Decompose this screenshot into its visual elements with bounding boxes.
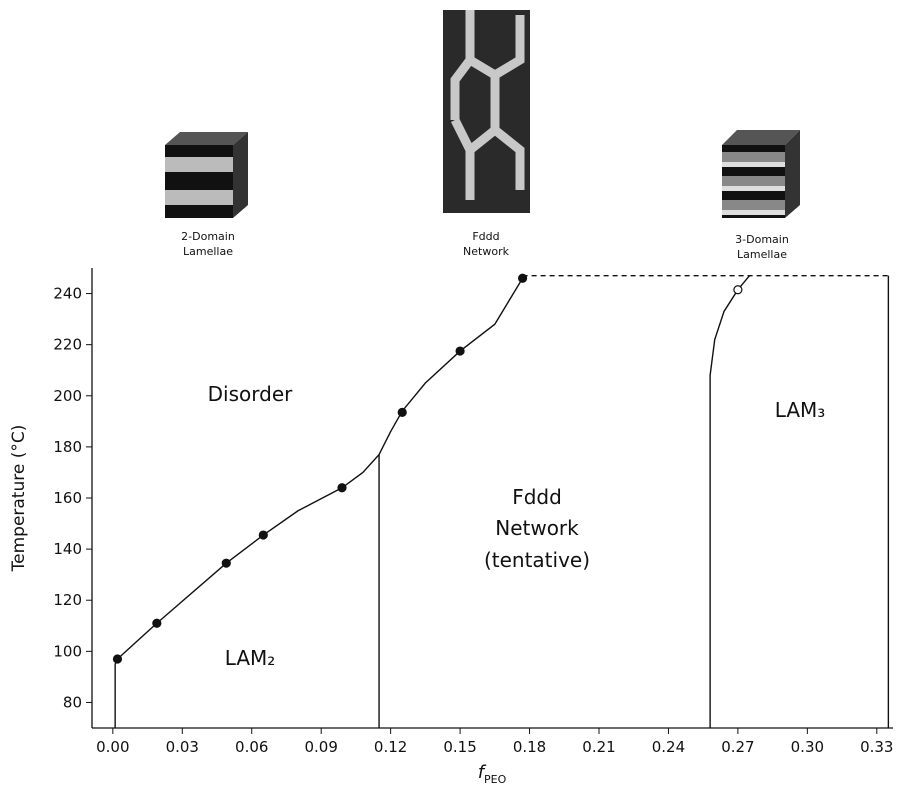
illustration-caption: Lamellae: [737, 248, 787, 261]
x-tick-label: 0.30: [791, 738, 824, 756]
data-point: [153, 619, 161, 627]
illustration-caption: 3-Domain: [735, 233, 789, 246]
y-axis-title: Temperature (°C): [9, 425, 29, 573]
x-tick-label: 0.21: [582, 738, 615, 756]
region-label: (tentative): [484, 548, 590, 572]
data-point: [222, 559, 230, 567]
x-tick-label: 0.27: [721, 738, 754, 756]
chart: Temperature (°C) fPEO 80 100 120 140 160 180 2…: [0, 0, 904, 796]
region-label: Network: [495, 516, 579, 540]
illustration-caption: Lamellae: [183, 245, 233, 258]
y-tick-label: 220: [53, 336, 82, 354]
x-tick-label: 0.12: [374, 738, 407, 756]
lamellae-2-icon: [165, 132, 248, 218]
data-point: [259, 531, 267, 539]
lamellae-3-icon: [722, 130, 800, 218]
x-axis-title-sub: PEO: [484, 773, 507, 786]
x-tick-label: 0.00: [96, 738, 129, 756]
x-tick-label: 0.15: [443, 738, 476, 756]
data-point: [734, 286, 742, 294]
region-label: LAM₃: [775, 398, 826, 422]
y-tick-label: 180: [53, 438, 82, 456]
y-tick-label: 140: [53, 540, 82, 558]
region-label: Fddd: [512, 485, 562, 509]
x-axis-title: fPEO: [478, 762, 507, 786]
x-tick-label: 0.33: [860, 738, 893, 756]
region-label: Disorder: [208, 382, 293, 406]
data-point: [398, 408, 406, 416]
data-point: [519, 274, 527, 282]
y-tick-label: 120: [53, 591, 82, 609]
y-tick-label: 80: [63, 693, 82, 711]
illustration-caption: Network: [463, 245, 510, 258]
x-tick-label: 0.03: [166, 738, 199, 756]
data-point: [456, 347, 464, 355]
x-tick-label: 0.09: [304, 738, 337, 756]
x-tick-label: 0.24: [652, 738, 685, 756]
data-point: [113, 655, 121, 663]
x-tick-label: 0.18: [513, 738, 546, 756]
phase-boundary: [710, 276, 749, 728]
y-tick-label: 200: [53, 387, 82, 405]
y-tick-label: 240: [53, 285, 82, 303]
illustration-caption: 2-Domain: [181, 230, 235, 243]
illustration-caption: Fddd: [472, 230, 499, 243]
y-tick-label: 160: [53, 489, 82, 507]
region-label: LAM₂: [225, 646, 276, 670]
network-icon: [443, 10, 530, 213]
data-point: [338, 484, 346, 492]
y-tick-label: 100: [53, 642, 82, 660]
x-tick-label: 0.06: [235, 738, 268, 756]
phase-boundary: [115, 278, 522, 728]
